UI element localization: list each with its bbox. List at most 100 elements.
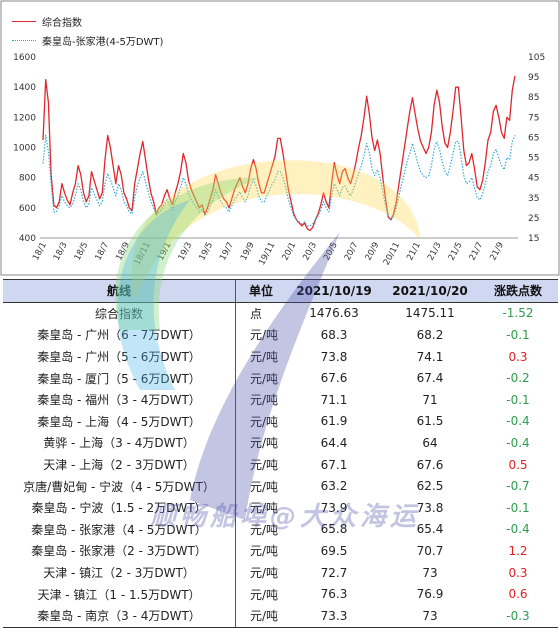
cell-date2: 62.5 (416, 479, 444, 494)
legend-label-composite: 综合指数 (42, 18, 82, 29)
cell-unit: 元/吨 (235, 453, 286, 476)
y-left-tick-label: 1200 (13, 113, 36, 123)
table-row: 综合指数 点 1476.63 1475.11 -1.52 (3, 302, 558, 325)
cell-date2: 67.6 (416, 457, 444, 472)
cell-date1: 67.6 (320, 371, 348, 386)
cell-date1: 72.7 (320, 565, 348, 580)
cell-date2: 74.1 (416, 349, 444, 364)
header-change: 涨跌点数 (478, 279, 558, 303)
table-row: 秦皇岛 - 张家港（4 - 5万DWT） 元/吨 65.8 65.4 -0.4 (3, 518, 558, 541)
x-tick-label: 18/3 (52, 241, 70, 263)
legend-swatch-solid-icon (12, 21, 36, 22)
cell-date1: 69.5 (320, 543, 348, 558)
cell-route: 秦皇岛 - 宁波（1.5 - 2万DWT） (31, 501, 207, 516)
cell-change: 0.3 (508, 349, 528, 364)
cell-unit: 点 (235, 302, 286, 325)
cell-date2: 61.5 (416, 414, 444, 429)
x-tick-label: 21/9 (488, 241, 506, 263)
cell-date2: 73 (382, 604, 478, 628)
y-right-tick-label: 95 (528, 73, 539, 83)
cell-date1: 1476.63 (309, 306, 359, 321)
table-row: 秦皇岛 - 福州（3 - 4万DWT） 元/吨 71.1 71 -0.1 (3, 388, 558, 411)
y-right-tick-label: 15 (528, 234, 539, 244)
cell-date1: 68.3 (320, 327, 348, 342)
header-unit: 单位 (235, 279, 286, 303)
x-tick-label: 21/5 (447, 241, 465, 263)
freight-index-table: 航线 单位 2021/10/19 2021/10/20 涨跌点数 综合指数 点 14… (3, 279, 558, 628)
table-row: 天津 - 镇江（2 - 3万DWT） 元/吨 72.7 73 0.3 (3, 561, 558, 584)
cell-date2: 67.4 (416, 371, 444, 386)
header-route: 航线 (3, 279, 236, 303)
cell-date2: 76.9 (416, 587, 444, 602)
table-row: 秦皇岛 - 厦门（5 - 6万DWT） 元/吨 67.6 67.4 -0.2 (3, 367, 558, 389)
y-left-tick-label: 1400 (13, 83, 36, 93)
cell-route: 秦皇岛 - 广州（5 - 6万DWT） (37, 350, 201, 365)
cell-date2: 73.8 (416, 500, 444, 515)
chart-legend: 综合指数 秦皇岛-张家港(4-5万DWT) (12, 12, 163, 50)
series-line-composite (42, 75, 516, 232)
table-header-row: 航线 单位 2021/10/19 2021/10/20 涨跌点数 (3, 279, 558, 303)
cell-change: 0.5 (508, 457, 528, 472)
cell-route: 综合指数 (94, 306, 143, 321)
cell-unit: 元/吨 (235, 604, 286, 628)
x-tick-label: 19/5 (197, 241, 215, 263)
x-tick-label: 20/3 (301, 241, 319, 263)
y-right-tick-label: 105 (528, 53, 545, 63)
cell-change: -0.1 (506, 500, 530, 515)
table-row: 秦皇岛 - 上海（4 - 5万DWT） 元/吨 61.9 61.5 -0.4 (3, 410, 558, 433)
cell-route: 秦皇岛 - 广州（6 - 7万DWT） (37, 328, 201, 343)
y-right-tick-label: 45 (528, 174, 539, 184)
cell-unit: 元/吨 (235, 561, 286, 584)
x-tick-label: 20/11 (382, 241, 402, 267)
cell-date1: 73.3 (286, 604, 382, 628)
cell-date1: 67.1 (320, 457, 348, 472)
cell-unit: 元/吨 (235, 583, 286, 605)
x-tick-label: 19/7 (218, 241, 236, 263)
x-tick-label: 21/3 (426, 241, 444, 263)
cell-change: -0.2 (506, 371, 530, 386)
table-row: 秦皇岛 - 广州（5 - 6万DWT） 元/吨 73.8 74.1 0.3 (3, 345, 558, 368)
cell-unit: 元/吨 (235, 345, 286, 368)
cell-date2: 65.4 (416, 522, 444, 537)
freight-index-table-wrap: 航线 单位 2021/10/19 2021/10/20 涨跌点数 综合指数 点 14… (3, 279, 558, 628)
x-tick-label: 18/9 (114, 241, 132, 263)
cell-change: -1.52 (502, 306, 534, 321)
cell-route: 秦皇岛 - 上海（4 - 5万DWT） (37, 414, 201, 429)
table-row: 黄骅 - 上海（3 - 4万DWT） 元/吨 64.4 64 -0.4 (3, 432, 558, 454)
cell-date2: 70.7 (416, 543, 444, 558)
cell-date1: 65.8 (320, 522, 348, 537)
x-tick-label: 19/3 (177, 241, 195, 263)
cell-unit: 元/吨 (235, 496, 286, 519)
cell-date1: 71.1 (320, 392, 348, 407)
x-tick-label: 20/1 (280, 241, 298, 263)
cell-date2: 73 (422, 565, 438, 580)
chart-frame (0, 0, 560, 276)
table-row: 京唐/曹妃甸 - 宁波（4 - 5万DWT） 元/吨 63.2 62.5 -0.7 (3, 475, 558, 497)
y-left-tick-label: 800 (19, 174, 36, 184)
table-row: 秦皇岛 - 南京（3 - 4万DWT） 元/吨 73.3 73 -0.3 (3, 604, 558, 628)
x-tick-label: 20/7 (343, 241, 361, 263)
series-line-qhd-zjg (42, 134, 516, 227)
cell-unit: 元/吨 (235, 432, 286, 454)
cell-date2: 71 (422, 392, 438, 407)
cell-route: 天津 - 镇江（1 - 1.5万DWT） (37, 587, 201, 602)
y-right-tick-label: 55 (528, 154, 539, 164)
x-tick-label: 19/11 (257, 241, 277, 267)
table-row: 秦皇岛 - 宁波（1.5 - 2万DWT） 元/吨 73.9 73.8 -0.1 (3, 496, 558, 519)
y-right-tick-label: 75 (528, 113, 539, 123)
cell-date1: 73.9 (320, 500, 348, 515)
cell-change: 0.3 (508, 565, 528, 580)
cell-route: 天津 - 镇江（2 - 3万DWT） (43, 566, 195, 581)
cell-unit: 元/吨 (235, 540, 286, 562)
cell-date2: 64 (422, 435, 438, 450)
cell-change: -0.4 (506, 435, 530, 450)
cell-route: 黄骅 - 上海（3 - 4万DWT） (43, 436, 195, 451)
cell-date1: 76.3 (320, 587, 348, 602)
cell-route: 天津 - 上海（2 - 3万DWT） (43, 458, 195, 473)
cell-route: 京唐/曹妃甸 - 宁波（4 - 5万DWT） (23, 479, 215, 494)
x-tick-label: 18/7 (93, 241, 111, 263)
cell-date2: 68.2 (416, 327, 444, 342)
x-tick-label: 20/9 (364, 241, 382, 263)
cell-change: 0.6 (508, 587, 528, 602)
legend-item-qhd-zjg: 秦皇岛-张家港(4-5万DWT) (12, 31, 163, 50)
